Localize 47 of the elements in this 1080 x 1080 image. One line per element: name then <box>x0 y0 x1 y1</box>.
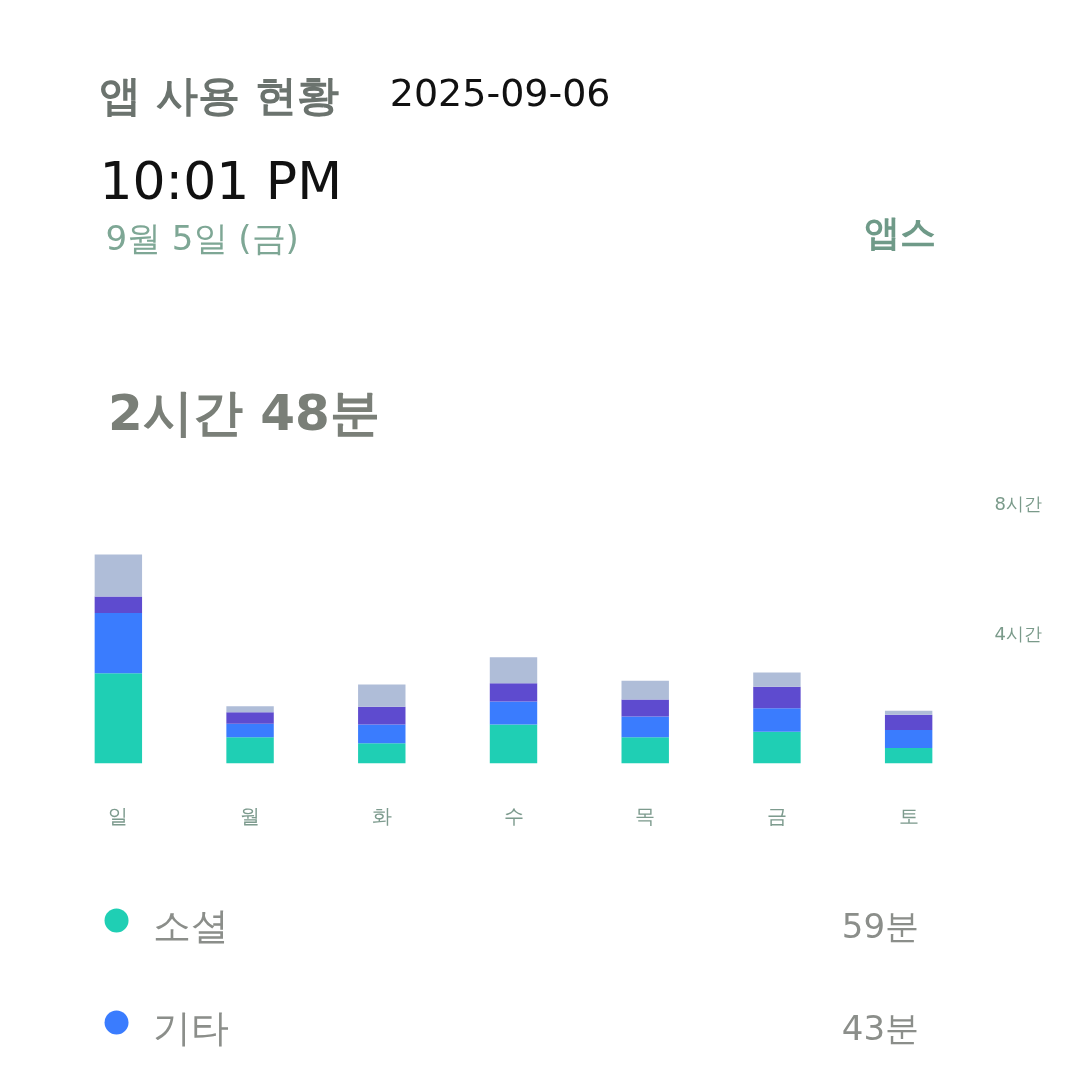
bar <box>226 737 274 764</box>
bar <box>621 680 669 700</box>
text: 10:01 PM <box>99 150 343 211</box>
bar <box>226 706 274 713</box>
bar <box>753 672 801 687</box>
text: 2시간 48분 <box>107 383 380 442</box>
x-tick-label: 월 <box>240 803 261 828</box>
bar <box>489 701 538 725</box>
bar <box>621 699 669 717</box>
bar <box>884 710 933 715</box>
x-tick-label: 일 <box>108 803 129 828</box>
x-tick-label: 토 <box>898 803 919 828</box>
bar <box>358 684 406 707</box>
x-tick-label: 수 <box>503 803 524 828</box>
x-tick-label: 금 <box>766 803 787 828</box>
text: 2025-09-06 <box>389 71 611 115</box>
bar <box>358 743 406 764</box>
bar <box>884 747 933 764</box>
bar <box>621 716 669 738</box>
bar <box>226 712 274 724</box>
bar <box>753 708 801 732</box>
bar <box>753 731 801 764</box>
bar <box>489 657 538 684</box>
text: 59분 <box>841 905 920 946</box>
bar <box>489 724 538 764</box>
bar <box>94 673 143 764</box>
bar <box>94 613 143 674</box>
text: 43분 <box>841 1007 920 1048</box>
legend-label: 소셜 <box>153 903 230 948</box>
bar <box>884 730 933 748</box>
bar <box>94 554 143 597</box>
bar <box>753 686 801 709</box>
x-tick-label: 화 <box>371 803 392 828</box>
bar <box>226 723 274 738</box>
y-tick-label: 4시간 <box>994 623 1042 644</box>
legend-label: 기타 <box>153 1005 230 1050</box>
chart-subtitle: 9월 5일 (금) <box>105 217 299 258</box>
bar <box>489 683 538 702</box>
chart-title: 앱 사용 현황 <box>99 71 339 120</box>
text: 앱스 <box>864 212 937 253</box>
bar <box>621 737 669 764</box>
bar <box>358 706 406 725</box>
y-tick-label: 8시간 <box>994 493 1042 514</box>
x-tick-label: 목 <box>635 803 656 828</box>
bar <box>94 596 143 614</box>
bar <box>358 724 406 744</box>
bar <box>884 714 933 731</box>
